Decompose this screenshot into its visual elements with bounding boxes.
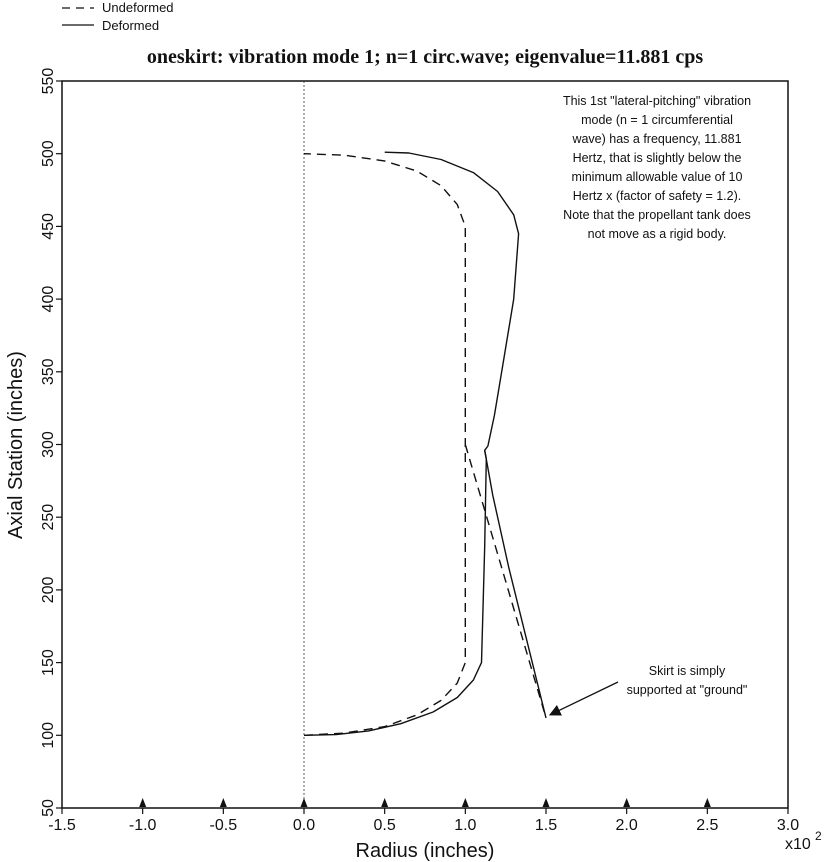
annotation-line: This 1st "lateral-pitching" vibration	[563, 94, 751, 108]
series-line-dashed-0	[303, 153, 466, 736]
legend-label-deformed: Deformed	[102, 18, 159, 33]
x-tick-label: 1.0	[454, 817, 476, 834]
annotation-line: not move as a rigid body.	[588, 227, 727, 241]
x-axis-multiplier: x10 2	[785, 829, 822, 853]
x-axis-label: Radius (inches)	[356, 840, 495, 862]
x-axis-ticks: -1.5 -1.0 -0.5 0.0 0.5 1.0 1.5 2.0 2.5 3.0	[48, 808, 799, 834]
y-tick-label: 400	[40, 286, 57, 313]
y-tick-label: 250	[40, 504, 57, 531]
chart-title: oneskirt: vibration mode 1; n=1 circ.wav…	[147, 46, 703, 68]
annotation-frequency-note: This 1st "lateral-pitching" vibration mod…	[563, 94, 751, 241]
x-tick-label: -0.5	[210, 817, 238, 834]
x-tick-label: 2.5	[696, 817, 718, 834]
x-tick-label: -1.5	[48, 817, 76, 834]
annotation-skirt-support: Skirt is simply supported at "ground"	[627, 664, 748, 697]
y-tick-label: 450	[40, 213, 57, 240]
x-multiplier-base: x10	[785, 836, 811, 853]
series-line-solid-3	[484, 450, 547, 719]
annotation-arrow	[548, 681, 619, 716]
y-axis-ticks: 50 100 150 200 250 300 350 400 450 500 550	[40, 68, 62, 817]
y-tick-label: 150	[40, 649, 57, 676]
x-tick-label: -1.0	[129, 817, 157, 834]
annotation-line: minimum allowable value of 10	[572, 170, 743, 184]
y-axis-label: Axial Station (inches)	[5, 351, 27, 539]
x-tick-label: 1.5	[535, 817, 557, 834]
annotation-line: Hertz, that is slightly below the	[573, 151, 742, 165]
annotation-line: Hertz x (factor of safety = 1.2).	[573, 189, 741, 203]
y-tick-label: 200	[40, 576, 57, 603]
y-tick-label: 350	[40, 358, 57, 385]
series-line-dashed-1	[464, 444, 547, 719]
annotation-line: wave) has a frequency, 11.881	[571, 132, 741, 146]
series-line-solid-2	[303, 151, 520, 736]
x-multiplier-exponent: 2	[815, 829, 822, 843]
ground-marker	[623, 798, 631, 807]
x-tick-label: 0.0	[293, 817, 315, 834]
ground-markers	[139, 798, 711, 807]
x-tick-label: 3.0	[777, 817, 799, 834]
y-tick-label: 500	[40, 140, 57, 167]
legend: Undeformed Deformed	[62, 0, 174, 33]
ground-marker	[542, 798, 550, 807]
ground-marker	[381, 798, 389, 807]
y-tick-label: 100	[40, 722, 57, 749]
annotation-line: Skirt is simply	[649, 664, 726, 678]
ground-marker	[461, 798, 469, 807]
legend-label-undeformed: Undeformed	[102, 0, 174, 15]
y-tick-label: 300	[40, 431, 57, 458]
y-tick-label: 550	[40, 68, 57, 95]
x-tick-label: 0.5	[374, 817, 396, 834]
ground-marker	[219, 798, 227, 807]
ground-marker	[703, 798, 711, 807]
ground-marker	[139, 798, 147, 807]
y-tick-label: 50	[40, 799, 57, 817]
series-lines	[303, 151, 547, 736]
annotation-line: Note that the propellant tank does	[563, 208, 751, 222]
annotation-line: mode (n = 1 circumferential	[581, 113, 733, 127]
ground-marker	[300, 798, 308, 807]
annotation-line: supported at "ground"	[627, 683, 748, 697]
x-tick-label: 2.0	[616, 817, 638, 834]
